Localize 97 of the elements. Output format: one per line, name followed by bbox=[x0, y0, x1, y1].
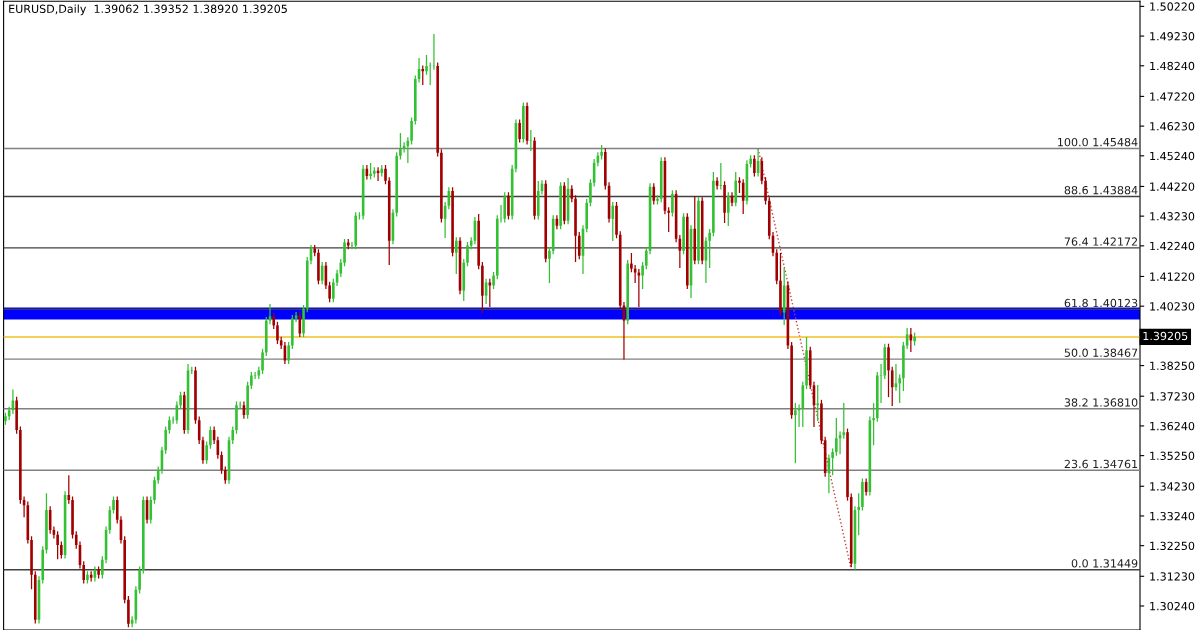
candlestick bbox=[890, 366, 894, 407]
candlestick bbox=[805, 336, 808, 390]
candlestick bbox=[548, 246, 551, 284]
chart-title: EURUSD,Daily 1.39062 1.39352 1.38920 1.39205 bbox=[9, 4, 287, 16]
candlestick bbox=[261, 348, 264, 375]
candlestick bbox=[671, 189, 674, 218]
candlestick bbox=[153, 476, 156, 505]
candlestick bbox=[399, 132, 402, 161]
candlestick bbox=[86, 570, 89, 585]
ref-line-label: 61.8 1.40123 bbox=[1064, 298, 1138, 308]
candlestick bbox=[656, 194, 659, 206]
candlestick bbox=[45, 492, 48, 555]
candlestick bbox=[589, 178, 592, 207]
candlestick bbox=[734, 171, 738, 207]
candlestick bbox=[317, 248, 320, 285]
candlestick bbox=[369, 162, 372, 181]
y-tick-label: 1.33240 bbox=[1150, 511, 1195, 521]
candlestick bbox=[779, 252, 782, 317]
candlestick bbox=[425, 54, 428, 76]
candlestick bbox=[615, 201, 618, 239]
candlestick bbox=[235, 400, 238, 435]
candlestick bbox=[835, 417, 838, 457]
candlestick bbox=[533, 136, 536, 221]
candlestick bbox=[846, 427, 849, 502]
candlestick bbox=[574, 194, 577, 263]
y-tick-label: 1.46230 bbox=[1150, 122, 1195, 131]
candlestick bbox=[611, 201, 615, 242]
candlestick bbox=[652, 182, 656, 206]
y-tick-label: 1.48240 bbox=[1150, 61, 1195, 71]
y-tick-label: 1.42240 bbox=[1150, 241, 1195, 251]
candlestick bbox=[503, 191, 507, 224]
candlestick bbox=[30, 535, 33, 590]
candlestick bbox=[726, 191, 730, 227]
ref-line-label: 23.6 1.34761 bbox=[1064, 459, 1138, 469]
candlestick bbox=[343, 238, 346, 267]
candlestick bbox=[887, 343, 890, 398]
y-tick-label: 1.40230 bbox=[1150, 302, 1195, 311]
candlestick bbox=[4, 412, 7, 426]
ref-line-label: 38.2 1.36810 bbox=[1064, 398, 1138, 407]
candlestick bbox=[67, 474, 71, 505]
y-tick-label: 1.32250 bbox=[1150, 541, 1195, 551]
candlestick bbox=[71, 495, 74, 540]
y-tick-label: 1.36240 bbox=[1150, 421, 1195, 431]
ref-line-label: 100.0 1.45484 bbox=[1058, 137, 1138, 147]
candlestick bbox=[697, 196, 700, 265]
candlestick bbox=[507, 191, 510, 221]
y-tick-label: 1.49230 bbox=[1150, 32, 1195, 41]
candlestick bbox=[820, 399, 823, 445]
candlestick bbox=[719, 162, 723, 191]
candlestick bbox=[641, 261, 644, 290]
candlestick bbox=[205, 440, 208, 465]
candlestick bbox=[209, 425, 212, 450]
ref-line-label: 88.6 1.43884 bbox=[1064, 185, 1138, 195]
ref-line-label: 76.4 1.42172 bbox=[1064, 237, 1138, 246]
candlestick bbox=[276, 321, 279, 345]
candlestick bbox=[421, 64, 425, 86]
y-tick-label: 1.41220 bbox=[1150, 272, 1195, 281]
candlestick bbox=[682, 212, 685, 255]
candlestick bbox=[127, 595, 130, 628]
candlestick bbox=[220, 450, 223, 475]
candlestick bbox=[56, 530, 59, 560]
y-tick-label: 1.50220 bbox=[1150, 2, 1195, 11]
candlestick bbox=[913, 331, 916, 347]
y-tick-label: 1.47220 bbox=[1150, 92, 1195, 101]
candlestick bbox=[738, 176, 741, 194]
candlestick bbox=[518, 118, 521, 144]
candlestick bbox=[168, 415, 171, 435]
y-tick-label: 1.38250 bbox=[1150, 361, 1195, 370]
y-tick-label: 1.37230 bbox=[1150, 392, 1195, 401]
y-tick-label: 1.31230 bbox=[1150, 572, 1195, 581]
candlestick bbox=[861, 477, 864, 512]
y-tick-label: 1.43230 bbox=[1150, 212, 1195, 221]
candlestick bbox=[454, 236, 458, 275]
candlestick bbox=[816, 384, 820, 422]
candlestick bbox=[492, 271, 495, 290]
candlestick bbox=[529, 129, 533, 152]
y-tick-label: 1.34230 bbox=[1150, 482, 1195, 491]
y-tick-label: 1.35250 bbox=[1150, 451, 1195, 461]
candlestick bbox=[753, 154, 756, 178]
candlestick bbox=[764, 176, 767, 206]
candlestick bbox=[287, 341, 290, 365]
candlestick bbox=[302, 304, 305, 338]
candlestick bbox=[149, 495, 153, 525]
ref-line-label: 1.39205 bbox=[1143, 331, 1188, 341]
candlestick bbox=[112, 495, 115, 515]
candlestick bbox=[577, 231, 581, 260]
candlestick bbox=[451, 186, 454, 257]
y-tick-label: 1.44220 bbox=[1150, 182, 1195, 191]
y-tick-label: 1.30240 bbox=[1150, 601, 1195, 611]
candlestick bbox=[194, 366, 197, 425]
ref-line-label: 50.0 1.38467 bbox=[1064, 348, 1138, 357]
y-tick-label: 1.45240 bbox=[1150, 151, 1195, 161]
candlestick bbox=[794, 402, 797, 464]
candlestick bbox=[723, 180, 726, 224]
ref-line-label: 0.0 1.31449 bbox=[1071, 559, 1138, 568]
candlestick bbox=[384, 164, 387, 185]
candlestick bbox=[466, 241, 469, 267]
